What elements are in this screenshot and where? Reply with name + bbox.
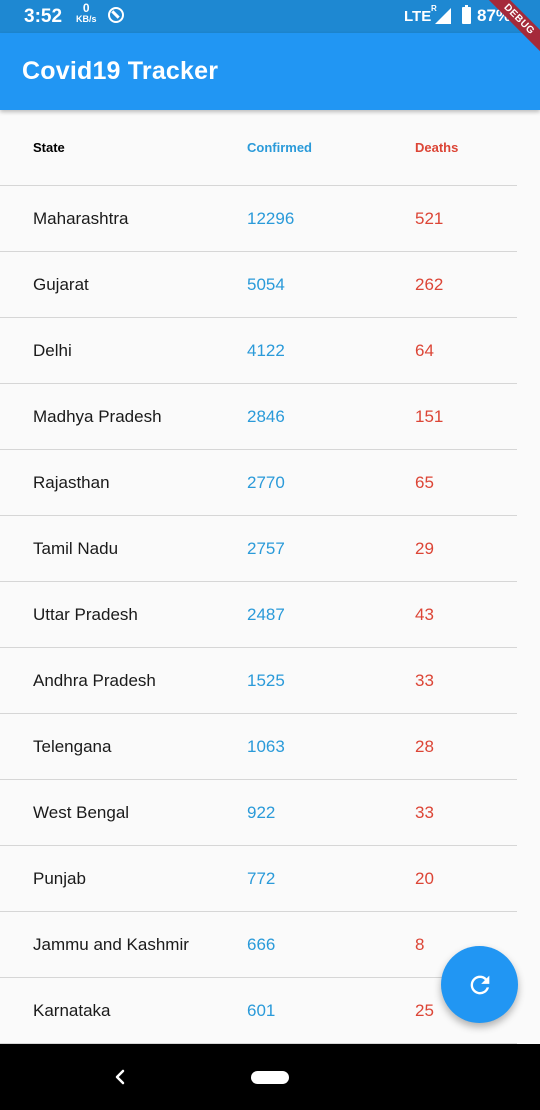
table-row: Andhra Pradesh 1525 33	[0, 648, 517, 714]
covid-table: State Confirmed Deaths Maharashtra 12296 5…	[0, 110, 517, 1044]
table-row: Maharashtra 12296 521	[0, 186, 517, 252]
home-button[interactable]	[251, 1071, 289, 1084]
state-cell: Maharashtra	[33, 208, 129, 228]
confirmed-cell: 2757	[247, 538, 285, 558]
confirmed-cell: 666	[247, 934, 276, 954]
confirmed-cell: 12296	[247, 208, 295, 228]
confirmed-cell: 2770	[247, 472, 285, 492]
state-cell: Jammu and Kashmir	[33, 934, 189, 954]
app-bar: Covid19 Tracker	[0, 33, 540, 110]
table-header: State Confirmed Deaths	[0, 110, 517, 186]
state-cell: Rajasthan	[33, 472, 110, 492]
app-title: Covid19 Tracker	[22, 57, 219, 85]
refresh-button[interactable]	[441, 946, 518, 1023]
confirmed-cell: 4122	[247, 340, 285, 360]
table-row: Gujarat 5054 262	[0, 252, 517, 318]
table-row: Tamil Nadu 2757 29	[0, 516, 517, 582]
status-time: 3:52	[24, 6, 63, 27]
deaths-cell: 28	[415, 736, 434, 756]
table-row: Punjab 772 20	[0, 846, 517, 912]
deaths-cell: 262	[415, 274, 444, 294]
state-cell: West Bengal	[33, 802, 130, 822]
network-type: LTE	[404, 8, 432, 25]
data-saver-icon	[108, 7, 124, 23]
network-speed: 0 KB/s	[76, 1, 97, 24]
confirmed-cell: 5054	[247, 274, 285, 294]
deaths-cell: 151	[415, 406, 444, 426]
table-row: Madhya Pradesh 2846 151	[0, 384, 517, 450]
confirmed-cell: 772	[247, 868, 276, 888]
confirmed-cell: 1525	[247, 670, 285, 690]
state-cell: Gujarat	[33, 274, 89, 294]
deaths-cell: 20	[415, 868, 434, 888]
table-row: Karnataka 601 25	[0, 978, 517, 1044]
table-row: West Bengal 922 33	[0, 780, 517, 846]
roaming-indicator: R	[431, 4, 437, 13]
confirmed-cell: 601	[247, 1000, 276, 1020]
deaths-cell: 64	[415, 340, 434, 360]
confirmed-cell: 2487	[247, 604, 285, 624]
state-cell: Karnataka	[33, 1000, 111, 1020]
deaths-cell: 29	[415, 538, 434, 558]
state-cell: Delhi	[33, 340, 72, 360]
header-deaths: Deaths	[415, 140, 459, 155]
back-icon[interactable]	[112, 1066, 128, 1088]
deaths-cell: 521	[415, 208, 444, 228]
table-row: Telengana 1063 28	[0, 714, 517, 780]
table-row: Delhi 4122 64	[0, 318, 517, 384]
table-row: Jammu and Kashmir 666 8	[0, 912, 517, 978]
state-cell: Tamil Nadu	[33, 538, 119, 558]
state-cell: Punjab	[33, 868, 86, 888]
state-cell: Telengana	[33, 736, 112, 756]
status-bar: 3:52 0 KB/s LTE R 87%	[0, 0, 540, 33]
navigation-bar	[0, 1044, 540, 1110]
deaths-cell: 43	[415, 604, 434, 624]
deaths-cell: 8	[415, 934, 425, 954]
deaths-cell: 33	[415, 670, 434, 690]
table-row: Uttar Pradesh 2487 43	[0, 582, 517, 648]
network-speed-unit: KB/s	[76, 14, 97, 24]
deaths-cell: 25	[415, 1000, 434, 1020]
refresh-icon	[470, 975, 489, 994]
deaths-cell: 65	[415, 472, 434, 492]
table-row: Rajasthan 2770 65	[0, 450, 517, 516]
signal-icon	[435, 8, 451, 24]
battery-icon	[462, 5, 471, 24]
confirmed-cell: 2846	[247, 406, 285, 426]
state-cell: Uttar Pradesh	[33, 604, 138, 624]
header-confirmed: Confirmed	[247, 140, 312, 155]
state-cell: Madhya Pradesh	[33, 406, 162, 426]
confirmed-cell: 922	[247, 802, 276, 822]
network-speed-value: 0	[82, 1, 90, 15]
header-state: State	[33, 140, 65, 155]
confirmed-cell: 1063	[247, 736, 285, 756]
state-cell: Andhra Pradesh	[33, 670, 156, 690]
deaths-cell: 33	[415, 802, 434, 822]
